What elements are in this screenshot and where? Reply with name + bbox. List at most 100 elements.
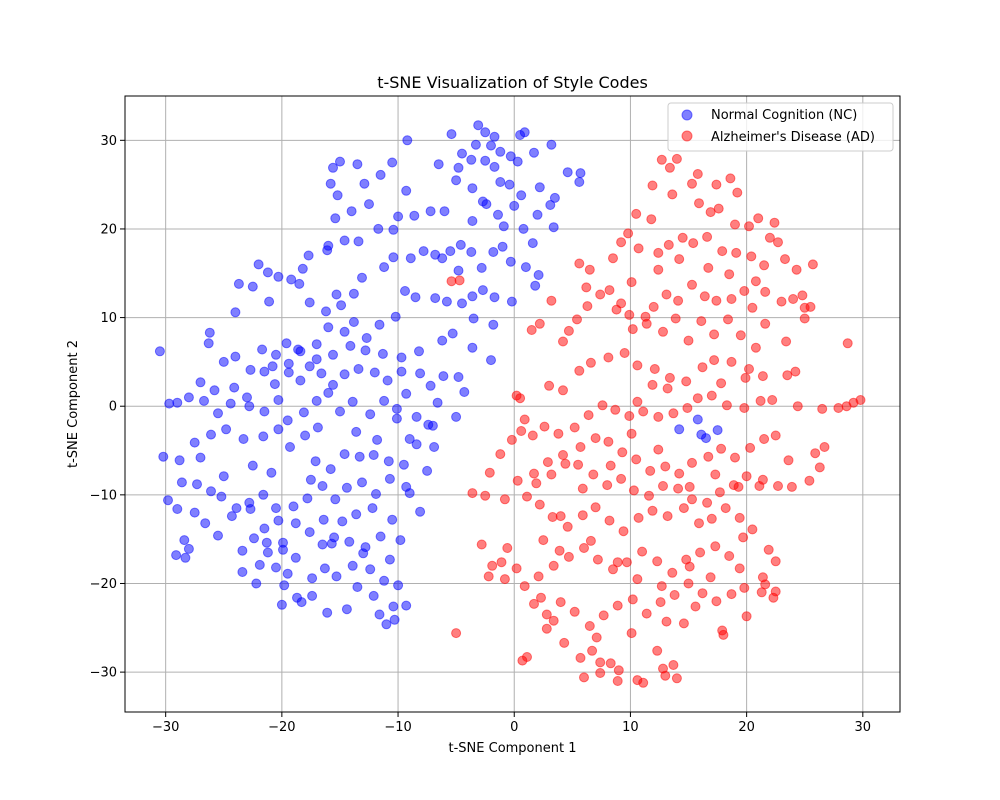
scatter-point — [251, 578, 262, 589]
legend-label-nc: Normal Cognition (NC) — [711, 108, 857, 123]
scatter-point — [453, 162, 464, 173]
scatter-point — [189, 437, 200, 448]
scatter-point — [799, 302, 810, 313]
scatter-point — [319, 563, 330, 574]
scatter-point — [498, 221, 509, 232]
scatter-point — [365, 409, 376, 420]
scatter-point — [702, 231, 713, 242]
scatter-point — [577, 510, 588, 521]
scatter-point — [468, 313, 479, 324]
scatter-point — [457, 148, 467, 159]
scatter-point — [446, 276, 457, 287]
legend-marker-nc — [681, 109, 693, 121]
scatter-point — [259, 523, 270, 534]
scatter-point — [541, 623, 552, 634]
scatter-point — [605, 658, 616, 669]
scatter-point — [632, 396, 643, 407]
scatter-point — [575, 442, 586, 452]
scatter-point — [295, 375, 306, 386]
scatter-point — [292, 592, 302, 603]
scatter-point — [455, 239, 466, 250]
scatter-point — [581, 282, 592, 293]
scatter-point — [476, 262, 487, 273]
scatter-point — [534, 318, 545, 329]
scatter-point — [388, 252, 399, 263]
scatter-point — [768, 592, 779, 603]
scatter-point — [339, 326, 350, 337]
scatter-point — [303, 250, 314, 261]
scatter-point — [493, 209, 503, 220]
scatter-point — [750, 342, 761, 353]
scatter-point — [418, 246, 429, 257]
scatter-point — [687, 279, 697, 290]
scatter-point — [383, 456, 394, 467]
scatter-point — [367, 503, 378, 514]
scatter-point — [697, 588, 708, 599]
scatter-point — [726, 356, 737, 367]
scatter-point — [321, 306, 331, 317]
scatter-point — [388, 601, 399, 612]
scatter-point — [626, 628, 637, 639]
scatter-point — [273, 271, 284, 282]
scatter-point — [164, 398, 175, 409]
scatter-point — [247, 460, 258, 471]
scatter-point — [512, 475, 523, 486]
scatter-point — [562, 167, 573, 178]
scatter-point — [604, 515, 615, 526]
scatter-point — [316, 368, 327, 379]
scatter-point — [335, 406, 345, 417]
scatter-point — [692, 393, 703, 404]
scatter-point — [760, 286, 771, 297]
scatter-point — [664, 372, 675, 383]
scatter-point — [375, 169, 386, 180]
scatter-point — [351, 509, 362, 520]
scatter-point — [573, 459, 584, 470]
scatter-point — [554, 545, 565, 556]
scatter-point — [669, 590, 680, 600]
scatter-point — [361, 333, 372, 343]
scatter-point — [341, 604, 352, 615]
scatter-point — [206, 429, 216, 440]
scatter-point — [311, 395, 322, 406]
scatter-point — [782, 370, 793, 381]
scatter-point — [323, 240, 334, 251]
scatter-point — [773, 237, 783, 248]
scatter-point — [605, 460, 616, 471]
scatter-point — [305, 474, 316, 485]
scatter-point — [375, 531, 386, 542]
scatter-point — [505, 256, 516, 267]
scatter-point — [759, 260, 770, 271]
scatter-point — [790, 366, 801, 377]
scatter-point — [172, 397, 183, 408]
scatter-point — [312, 422, 323, 433]
scatter-point — [817, 403, 828, 414]
scatter-point — [353, 364, 364, 374]
scatter-point — [203, 338, 214, 349]
scatter-point — [638, 677, 649, 688]
scatter-point — [382, 375, 393, 386]
scatter-point — [709, 329, 720, 340]
scatter-point — [767, 395, 778, 405]
scatter-point — [237, 545, 248, 556]
legend-box — [667, 102, 894, 152]
scatter-point — [237, 567, 248, 577]
scatter-point — [668, 660, 679, 670]
scatter-point — [842, 338, 853, 349]
scatter-point — [199, 395, 209, 406]
scatter-point — [451, 175, 462, 186]
scatter-point — [489, 292, 500, 303]
scatter-point — [656, 154, 667, 165]
scatter-point — [347, 560, 358, 571]
scatter-point — [674, 468, 685, 479]
scatter-point — [631, 208, 642, 219]
scatter-point — [786, 481, 797, 492]
scatter-point — [696, 316, 707, 327]
scatter-point — [174, 455, 185, 466]
scatter-point — [558, 450, 568, 460]
legend-marker-ad — [681, 130, 693, 142]
scatter-point — [415, 368, 426, 379]
scatter-point — [254, 559, 265, 570]
scatter-point — [307, 590, 318, 601]
scatter-point — [734, 563, 745, 574]
scatter-point — [505, 151, 516, 162]
